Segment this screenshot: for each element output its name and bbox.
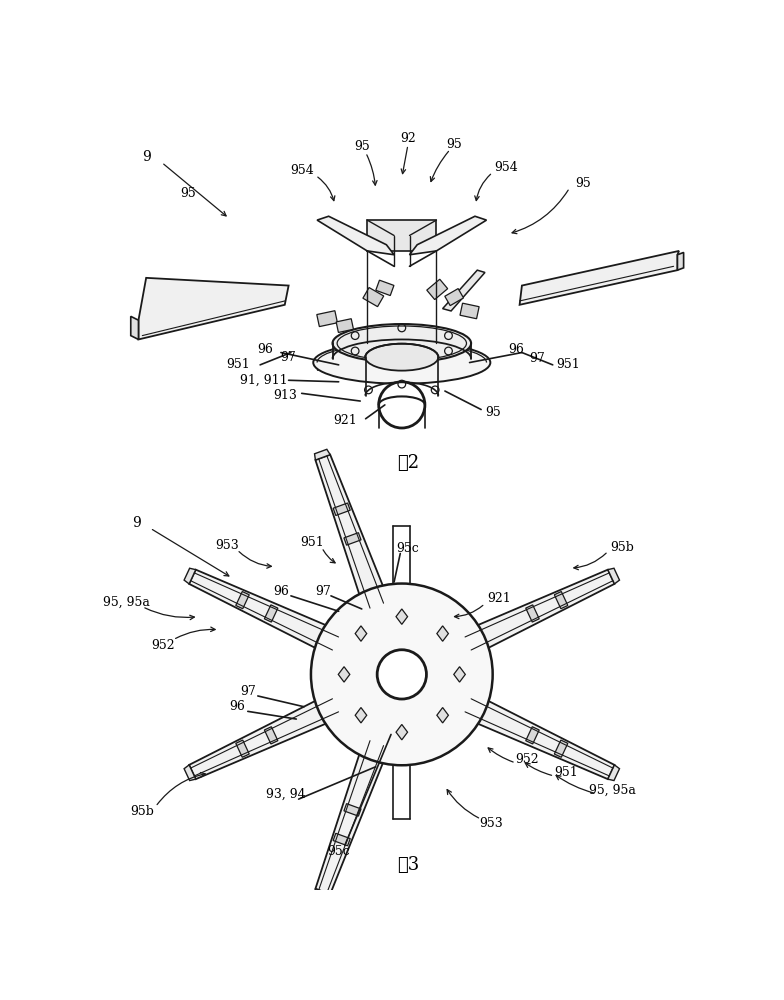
Text: 97: 97 [281,351,296,364]
Text: 97: 97 [529,352,545,365]
Polygon shape [184,765,196,781]
Ellipse shape [314,341,490,384]
Text: 96: 96 [229,700,245,713]
Text: 951: 951 [554,766,578,779]
Text: 93, 94: 93, 94 [267,788,306,801]
Text: 952: 952 [516,753,539,766]
Text: 954: 954 [290,164,314,177]
Polygon shape [454,667,466,682]
Text: 95: 95 [575,177,591,190]
Text: 95, 95a: 95, 95a [589,783,636,796]
Polygon shape [367,220,437,251]
Text: 97: 97 [315,585,331,598]
Polygon shape [264,727,278,744]
Polygon shape [139,278,289,339]
Polygon shape [437,708,448,723]
Polygon shape [314,889,330,899]
Text: 图3: 图3 [397,856,419,874]
Polygon shape [608,568,619,584]
Text: 95: 95 [485,406,500,419]
Polygon shape [344,804,361,816]
Polygon shape [554,592,568,609]
Text: 95c: 95c [397,542,419,555]
Text: 96: 96 [273,585,289,598]
Text: 921: 921 [333,414,357,427]
Text: 921: 921 [487,592,510,605]
Polygon shape [317,332,361,370]
Circle shape [311,584,492,765]
Text: 91, 911: 91, 911 [240,374,288,387]
Text: 96: 96 [508,343,524,356]
Text: 95b: 95b [130,805,154,818]
Polygon shape [317,216,394,255]
Polygon shape [333,503,350,515]
Text: 95c: 95c [327,845,350,858]
Text: 92: 92 [400,132,416,145]
Text: 95: 95 [180,187,196,200]
Text: 图2: 图2 [397,454,419,472]
Polygon shape [264,605,278,622]
Polygon shape [463,570,615,655]
Polygon shape [236,740,249,757]
Polygon shape [315,739,389,894]
Text: 952: 952 [151,639,175,652]
Text: 951: 951 [299,536,324,549]
Polygon shape [554,740,568,757]
Polygon shape [184,568,196,584]
Polygon shape [355,626,367,641]
Polygon shape [376,280,394,296]
Text: 913: 913 [273,389,296,402]
Polygon shape [189,693,341,779]
Polygon shape [443,270,485,311]
Text: 95b: 95b [610,541,634,554]
Polygon shape [463,693,615,779]
Polygon shape [338,667,350,682]
Polygon shape [526,605,539,622]
Text: 951: 951 [227,358,250,371]
Polygon shape [608,765,619,781]
Polygon shape [236,592,249,609]
Polygon shape [314,449,330,460]
Polygon shape [445,289,463,306]
Polygon shape [317,311,337,327]
Polygon shape [315,455,389,610]
Text: 95: 95 [354,140,369,153]
Ellipse shape [332,324,471,363]
Polygon shape [396,609,408,624]
Text: 951: 951 [556,358,580,371]
Polygon shape [344,533,361,545]
Text: 95, 95a: 95, 95a [103,596,151,609]
Polygon shape [189,570,341,655]
Polygon shape [355,708,367,723]
Text: 96: 96 [258,343,274,356]
Polygon shape [363,288,383,307]
Ellipse shape [365,344,438,371]
Polygon shape [131,316,139,339]
Polygon shape [426,279,448,300]
Polygon shape [520,251,679,305]
Polygon shape [460,303,479,319]
Polygon shape [409,216,487,255]
Circle shape [379,382,425,428]
Polygon shape [437,626,448,641]
Text: 953: 953 [215,539,239,552]
Text: 95: 95 [446,138,462,151]
Text: 954: 954 [495,161,518,174]
Polygon shape [396,724,408,740]
Text: 953: 953 [479,817,503,830]
Text: 9: 9 [132,516,141,530]
Polygon shape [677,252,684,270]
Text: 9: 9 [142,150,151,164]
Polygon shape [333,833,350,846]
Polygon shape [526,727,539,744]
Text: 97: 97 [240,685,256,698]
Polygon shape [336,319,354,332]
Circle shape [377,650,426,699]
